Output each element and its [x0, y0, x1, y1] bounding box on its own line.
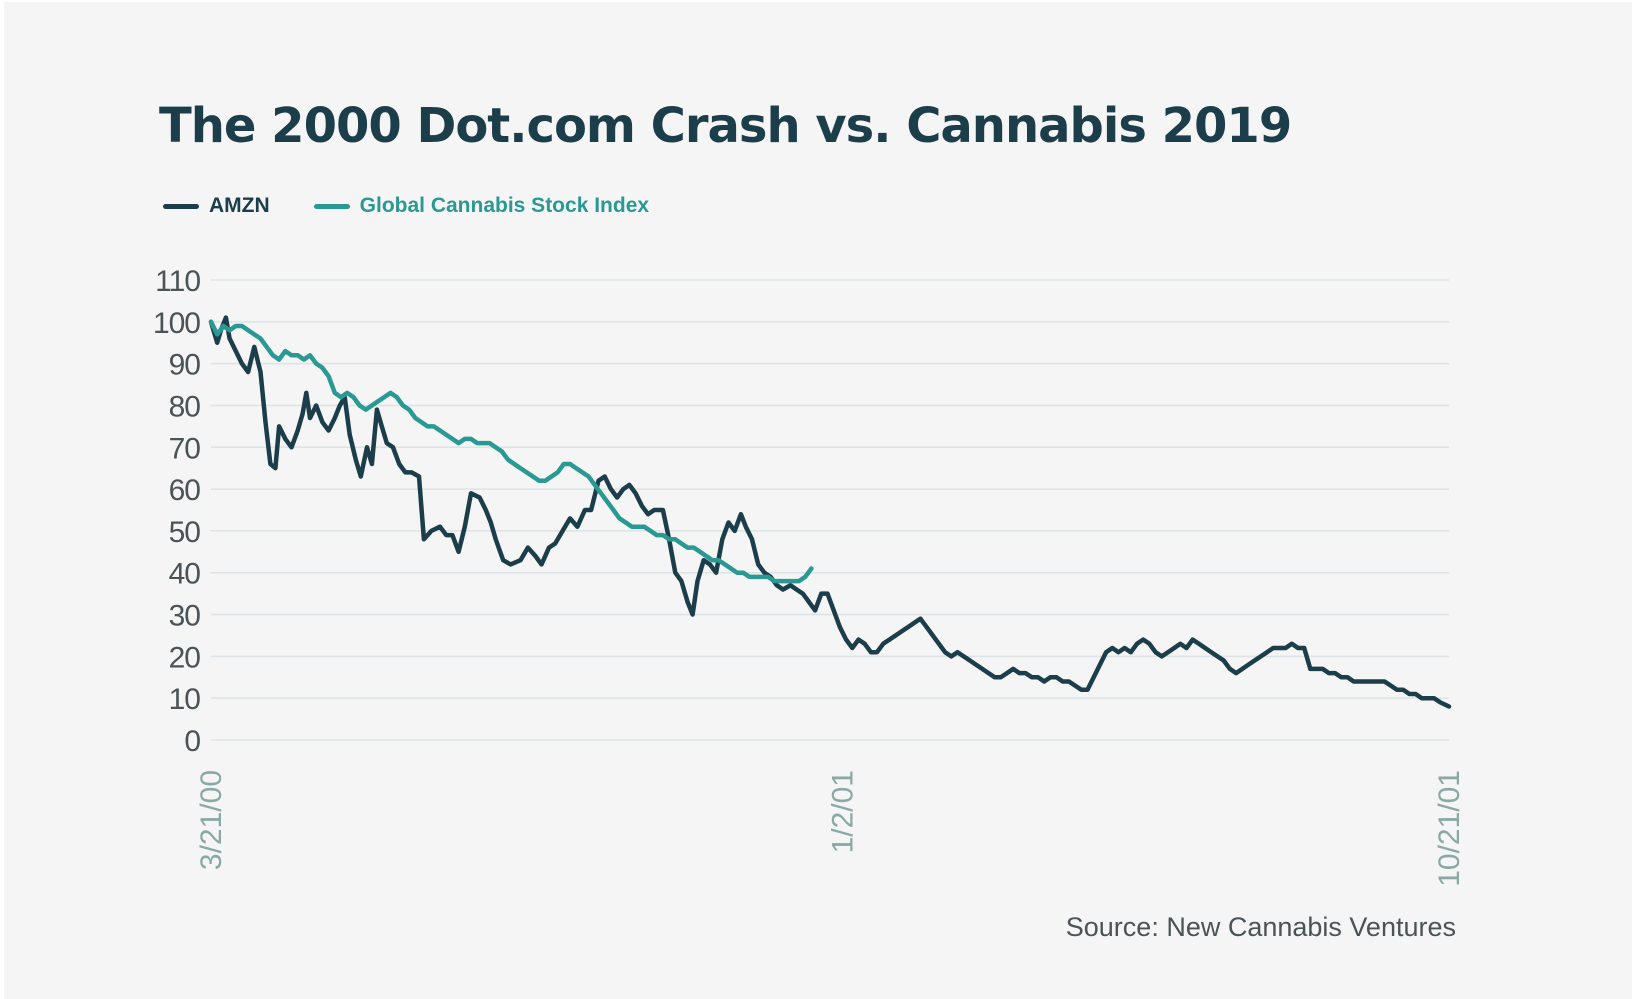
- legend-swatch-amzn: [163, 203, 199, 209]
- legend-item-amzn: AMZN: [163, 194, 270, 218]
- y-tick-label: 30: [169, 600, 201, 633]
- x-axis-ticks: 3/21/00 1/2/01 10/21/01: [195, 770, 1466, 887]
- legend-label-cannabis: Global Cannabis Stock Index: [359, 194, 650, 217]
- y-tick-label: 70: [169, 432, 201, 465]
- series-line-amzn: [208, 315, 1452, 709]
- legend-item-cannabis: Global Cannabis Stock Index: [313, 194, 650, 218]
- source-note: Source: New Cannabis Ventures: [1065, 912, 1456, 942]
- legend-swatch-cannabis: [313, 203, 350, 209]
- legend: AMZN Global Cannabis Stock Index: [163, 194, 693, 218]
- y-tick-label: 10: [169, 683, 201, 716]
- y-tick-label: 20: [169, 641, 201, 674]
- y-tick-label: 110: [155, 265, 200, 298]
- y-tick-label: 100: [153, 307, 200, 340]
- series-lines: [208, 315, 1452, 709]
- y-tick-label: 0: [184, 725, 200, 758]
- chart-card: [4, 2, 1632, 999]
- y-axis-ticks: 0 10 20 30 40 50 60 70 80 90 100 110: [153, 265, 201, 758]
- x-tick-label: 10/21/01: [1433, 770, 1466, 887]
- y-tick-label: 40: [169, 558, 201, 591]
- x-tick-label: 1/2/01: [826, 770, 859, 853]
- chart-title: The 2000 Dot.com Crash vs. Cannabis 2019: [159, 98, 1292, 154]
- y-tick-label: 90: [169, 349, 201, 382]
- y-tick-label: 60: [169, 474, 201, 507]
- x-tick-label: 3/21/00: [195, 770, 228, 870]
- gridlines: [211, 279, 1449, 741]
- legend-label-amzn: AMZN: [209, 194, 270, 217]
- y-tick-label: 80: [169, 390, 201, 423]
- series-line-cannabis: [208, 319, 814, 584]
- y-tick-label: 50: [169, 516, 201, 549]
